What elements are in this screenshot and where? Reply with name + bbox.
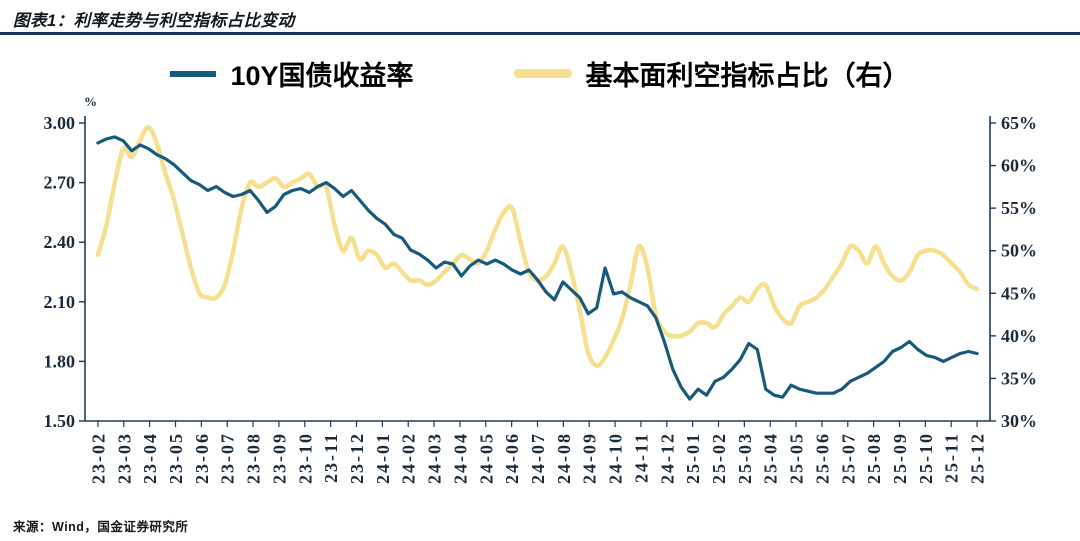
x-axis-tick-label: 23-04	[140, 432, 160, 484]
x-axis-tick-label: 24-10	[606, 432, 626, 484]
x-axis-tick-label: 24-07	[528, 432, 548, 484]
x-axis-tick-label: 25-11	[942, 432, 962, 483]
x-axis-tick-label: 23-10	[295, 432, 315, 484]
x-axis-tick-label: 24-05	[476, 432, 496, 484]
left-axis-unit-label: %	[84, 94, 97, 109]
x-axis-tick-label: 24-04	[450, 432, 470, 484]
yield-series-line	[96, 135, 979, 401]
right-axis-tick-label: 45%	[1001, 283, 1037, 303]
x-axis-tick-label: 23-08	[244, 432, 264, 484]
x-axis-tick-label: 25-12	[968, 432, 988, 484]
legend-label-yield: 10Y国债收益率	[230, 61, 414, 91]
x-axis-tick-label: 23-06	[192, 432, 212, 484]
left-axis-tick-label: 1.80	[44, 351, 76, 371]
legend-item-indicator: 基本面利空指标占比（右）	[513, 54, 910, 93]
left-axis-tick-label: 2.70	[44, 173, 76, 193]
legend-item-yield: 10Y国债收益率	[170, 54, 414, 93]
x-axis-tick-label: 24-08	[554, 432, 574, 484]
legend-label-indicator: 基本面利空指标占比（右）	[585, 61, 910, 91]
x-axis-tick-label: 25-10	[916, 432, 936, 484]
x-axis-tick-label: 24-02	[399, 432, 419, 484]
right-axis-tick-label: 65%	[1001, 113, 1037, 133]
x-axis-tick-label: 23-09	[269, 432, 289, 484]
x-axis-tick-label: 25-03	[735, 432, 755, 484]
x-axis-tick-label: 23-11	[321, 432, 341, 483]
x-axis-tick-label: 25-02	[709, 432, 729, 484]
x-axis-tick-label: 24-06	[502, 432, 522, 484]
left-axis-tick-label: 2.40	[44, 232, 76, 252]
x-axis-tick-label: 25-01	[683, 432, 703, 484]
x-axis-tick-label: 24-01	[373, 432, 393, 484]
right-axis-tick-label: 55%	[1001, 198, 1037, 218]
x-axis-tick-label: 24-12	[657, 432, 677, 484]
source-note: 来源：Wind，国金证券研究所	[13, 520, 189, 534]
x-axis-tick-label: 25-07	[838, 432, 858, 484]
yield-line-swatch-icon	[170, 70, 217, 77]
x-axis-tick-label: 24-03	[425, 432, 445, 484]
x-axis-tick-label: 25-06	[812, 432, 832, 484]
x-axis-tick-label: 25-04	[761, 432, 781, 484]
indicator-line-swatch-icon	[513, 69, 572, 78]
left-axis-tick-label: 2.10	[44, 292, 76, 312]
x-axis-tick-label: 24-11	[631, 432, 651, 483]
chart-legend: 10Y国债收益率 基本面利空指标占比（右）	[0, 54, 1080, 93]
x-axis-tick-label: 23-02	[88, 432, 108, 484]
right-axis-tick-label: 40%	[1001, 326, 1037, 346]
left-axis-tick-label: 1.50	[44, 411, 76, 431]
right-axis-tick-label: 30%	[1001, 411, 1037, 431]
x-axis-tick-label: 25-08	[864, 432, 884, 484]
x-axis-tick-label: 25-09	[890, 432, 910, 484]
x-axis-tick-label: 25-05	[787, 432, 807, 484]
x-axis-tick-label: 23-05	[166, 432, 186, 484]
chart-title: 图表1：利率走势与利空指标占比变动	[13, 12, 295, 30]
right-axis-tick-label: 60%	[1001, 156, 1037, 176]
x-axis-tick-label: 23-03	[114, 432, 134, 484]
x-axis-tick-label: 23-12	[347, 432, 367, 484]
x-axis-tick-label: 23-07	[218, 432, 238, 484]
indicator-series-line	[95, 125, 980, 368]
title-divider	[0, 32, 1080, 35]
right-axis-tick-label: 50%	[1001, 241, 1037, 261]
left-axis-tick-label: 3.00	[44, 113, 76, 133]
x-axis-tick-label: 24-09	[580, 432, 600, 484]
right-axis-tick-label: 35%	[1001, 368, 1037, 388]
